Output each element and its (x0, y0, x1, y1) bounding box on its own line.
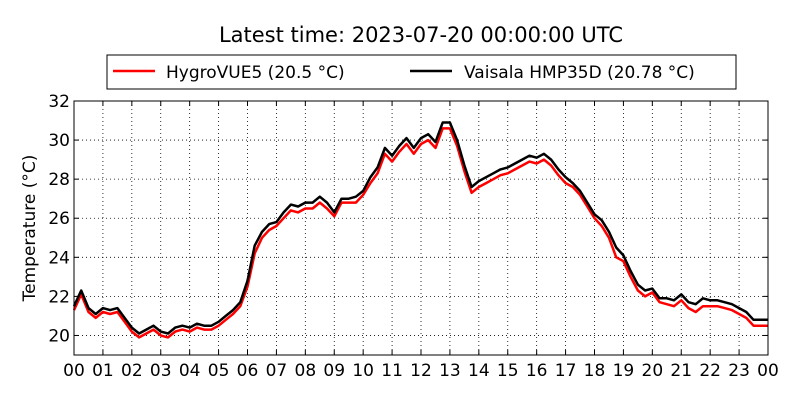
y-tick-label: 30 (48, 131, 70, 151)
y-axis-label: Temperature (°C) (20, 155, 40, 303)
y-tick-label: 26 (48, 209, 70, 229)
y-tick-label: 28 (48, 170, 70, 190)
x-tick-label: 03 (150, 361, 172, 381)
y-tick-label: 32 (48, 92, 70, 112)
x-tick-label: 07 (266, 361, 288, 381)
x-tick-label: 19 (613, 361, 635, 381)
x-tick-label: 23 (728, 361, 750, 381)
x-axis-ticks: 00 01 02 03 04 05 06 07 08 09 10 11 12 13 14 15 16 17 18 19… (63, 101, 779, 381)
x-tick-label: 13 (439, 361, 461, 381)
x-tick-label: 00 (63, 361, 85, 381)
chart-title: Latest time: 2023-07-20 00:00:00 UTC (219, 23, 623, 47)
x-tick-label: 15 (497, 361, 519, 381)
x-tick-label: 02 (121, 361, 143, 381)
x-tick-label: 12 (410, 361, 432, 381)
series-line-vaisala (72, 121, 768, 335)
y-tick-label: 22 (48, 287, 70, 307)
x-tick-label: 01 (92, 361, 114, 381)
x-tick-label: 21 (670, 361, 692, 381)
x-tick-label: 16 (526, 361, 548, 381)
x-tick-label: 10 (352, 361, 374, 381)
x-tick-label: 18 (584, 361, 606, 381)
x-tick-label: 11 (381, 361, 403, 381)
x-tick-label: 17 (555, 361, 577, 381)
x-tick-label: 04 (179, 361, 201, 381)
x-tick-label: 05 (208, 361, 230, 381)
x-tick-label: 22 (699, 361, 721, 381)
legend-label-hygrovue5: HygroVUE5 (20.5 °C) (166, 63, 345, 83)
series-line-hygrovue5 (72, 127, 768, 339)
legend-label-vaisala: Vaisala HMP35D (20.78 °C) (464, 63, 695, 83)
x-tick-label: 20 (642, 361, 664, 381)
legend: HygroVUE5 (20.5 °C) Vaisala HMP35D (20.7… (106, 54, 737, 90)
y-tick-label: 24 (48, 248, 70, 268)
x-tick-label: 14 (468, 361, 490, 381)
series-layer (72, 121, 768, 339)
x-tick-label: 06 (237, 361, 259, 381)
x-tick-label: 08 (295, 361, 317, 381)
x-tick-label: 00 (757, 361, 779, 381)
y-tick-label: 20 (48, 326, 70, 346)
x-tick-label: 09 (323, 361, 345, 381)
y-axis-ticks: 20 22 24 26 28 30 32 (48, 92, 768, 346)
